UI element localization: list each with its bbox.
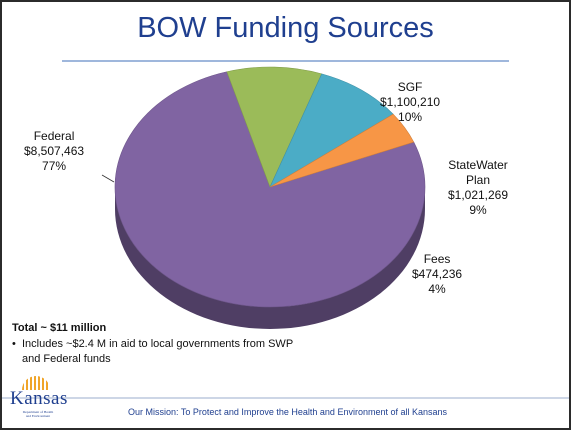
label-sgf-percent: 10% [398,110,423,124]
sunflower-icon [22,376,50,390]
label-statewater-percent: 9% [469,203,487,217]
total-label: Total ~ $11 million [12,322,107,334]
logo-subtitle: Department of Health and Environment [14,410,62,418]
label-fees: Fees $474,236 4% [412,252,462,297]
label-federal-percent: 77% [42,159,67,173]
mission-statement: Our Mission: To Protect and Improve the … [128,407,447,417]
bullet-icon: • [12,338,16,350]
label-federal-name: Federal [33,129,75,143]
label-statewater: StateWater Plan $1,021,269 9% [422,158,534,218]
logo-subtitle-line-1: Department of Health [22,410,54,414]
label-statewater-name-2: Plan [465,173,491,187]
label-fees-amount: $474,236 [412,267,463,281]
federal-leader-line [101,174,115,183]
label-fees-name: Fees [423,252,451,266]
title-divider [62,60,509,62]
pie-slice-statewater-plan [269,73,394,188]
label-statewater-amount: $1,021,269 [447,188,509,202]
logo-subtitle-line-2: and Environment [25,414,51,418]
funding-note-text: Includes ~$2.4 M in aid to local governm… [22,338,293,365]
kdhe-logo: Kansas Department of Health and Environm… [10,376,67,424]
label-sgf: SGF $1,100,210 10% [380,80,440,125]
funding-note: • Includes ~$2.4 M in aid to local gover… [12,337,312,367]
label-federal: Federal $8,507,463 77% [24,129,84,174]
pie-slice-fees [269,113,415,188]
pie-slice-federal [114,71,426,308]
label-statewater-name-1: StateWater [448,158,508,172]
footer-divider [2,397,569,399]
label-sgf-name: SGF [397,80,423,94]
label-sgf-amount: $1,100,210 [380,95,441,109]
logo-wordmark: Kansas [10,388,68,409]
pie-slice-sgf [226,66,323,188]
label-fees-percent: 4% [428,282,446,296]
label-federal-amount: $8,507,463 [24,144,85,158]
slide-title: BOW Funding Sources [137,12,434,44]
pie-side-federal [115,187,425,329]
